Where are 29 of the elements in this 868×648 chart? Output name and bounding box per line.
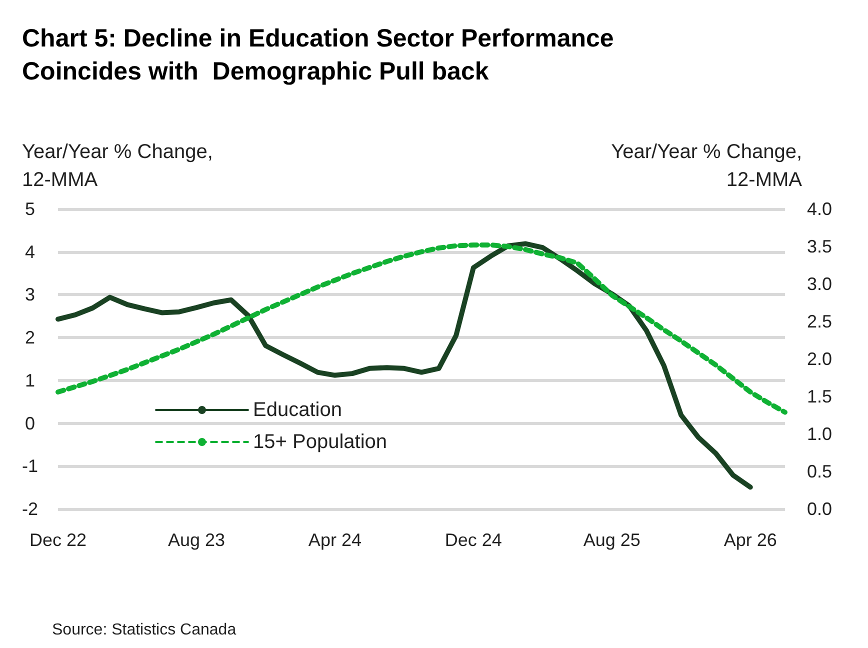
- y2-tick-label: 0.0: [807, 499, 832, 519]
- y2-tick-label: 3.0: [807, 274, 832, 294]
- y2-tick-label: 2.0: [807, 349, 832, 369]
- y2-tick-label: 2.5: [807, 312, 832, 332]
- y2-tick-label: 4.0: [807, 199, 832, 219]
- y-tick-label: 5: [24, 199, 36, 219]
- x-tick-label: Apr 26: [724, 530, 777, 550]
- y-tick-label: -1: [22, 456, 38, 476]
- y2-axis-title: Year/Year % Change, 12-MMA: [611, 141, 803, 191]
- y-tick-label: 0: [24, 413, 36, 434]
- x-tick-label: Aug 23: [168, 530, 226, 550]
- x-tick-label: Apr 24: [308, 530, 362, 550]
- y2-tick-label: 1.5: [807, 386, 832, 406]
- y2-tick-label: 0.5: [807, 462, 832, 482]
- y-tick-label: 3: [24, 284, 36, 305]
- y-tick-label: -2: [22, 499, 38, 519]
- x-tick-label: Aug 25: [583, 530, 640, 550]
- y-tick-label: 1: [24, 370, 36, 390]
- y2-tick-label: 3.5: [807, 236, 832, 256]
- source-note: Source: Statistics Canada: [52, 622, 236, 638]
- legend-label: Education: [253, 399, 342, 421]
- y2-tick-label: 1.0: [807, 424, 832, 444]
- legend-label: 15+ Population: [253, 431, 388, 453]
- chart-title: Chart 5: Decline in Education Sector Performance Coincides with Demographic Pull back: [22, 24, 614, 86]
- y-axis-title: Year/Year % Change, 12-MMA: [22, 141, 213, 191]
- y-tick-label: 2: [24, 328, 36, 348]
- x-tick-label: Dec 22: [29, 530, 87, 550]
- y-tick-label: 4: [24, 242, 36, 262]
- x-tick-label: Dec 24: [444, 530, 502, 550]
